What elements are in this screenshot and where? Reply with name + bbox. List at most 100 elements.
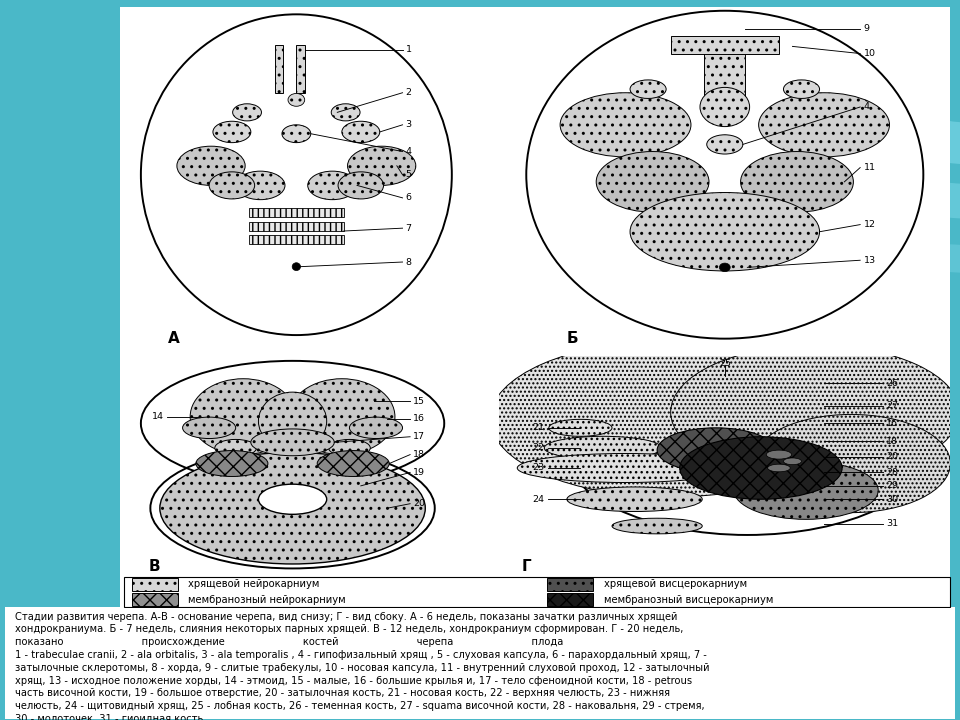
Text: 28: 28: [886, 468, 899, 477]
Bar: [705, 42, 745, 96]
Ellipse shape: [215, 439, 256, 456]
Text: 9: 9: [864, 24, 870, 33]
Text: Г: Г: [522, 559, 532, 574]
Text: Стадии развития черепа. А-В - основание черепа, вид снизу; Г - вид сбоку. А - 6 : Стадии развития черепа. А-В - основание …: [15, 612, 709, 720]
Ellipse shape: [349, 417, 402, 438]
Text: 11: 11: [864, 163, 876, 172]
Ellipse shape: [182, 417, 236, 438]
Ellipse shape: [209, 172, 254, 199]
Ellipse shape: [567, 487, 703, 511]
Ellipse shape: [549, 419, 612, 436]
Bar: [132, 578, 178, 590]
Ellipse shape: [707, 135, 743, 154]
Ellipse shape: [752, 415, 950, 513]
Text: 3: 3: [405, 120, 412, 130]
Ellipse shape: [491, 341, 852, 497]
Ellipse shape: [783, 458, 802, 464]
Text: 30: 30: [886, 495, 899, 504]
Ellipse shape: [177, 146, 245, 186]
Ellipse shape: [560, 93, 691, 157]
Text: 18: 18: [886, 437, 899, 446]
Ellipse shape: [213, 121, 251, 143]
Text: 1: 1: [405, 45, 412, 55]
Text: 21: 21: [532, 423, 544, 432]
Ellipse shape: [317, 451, 389, 477]
Ellipse shape: [232, 104, 261, 121]
Text: 12: 12: [864, 220, 876, 229]
Bar: [297, 45, 304, 93]
Ellipse shape: [292, 263, 300, 271]
Ellipse shape: [288, 94, 304, 107]
Ellipse shape: [700, 87, 750, 127]
Text: 14: 14: [153, 412, 164, 421]
Ellipse shape: [671, 345, 959, 480]
Bar: [276, 45, 283, 93]
Text: 22: 22: [532, 444, 544, 452]
Ellipse shape: [740, 151, 853, 212]
Bar: [671, 36, 779, 53]
Ellipse shape: [196, 451, 268, 477]
Text: В: В: [149, 559, 160, 574]
Ellipse shape: [258, 484, 326, 514]
Ellipse shape: [282, 125, 311, 143]
Bar: [249, 208, 344, 217]
Ellipse shape: [630, 80, 666, 99]
Text: 16: 16: [886, 419, 899, 428]
Text: 10: 10: [864, 49, 876, 58]
Bar: [132, 593, 178, 606]
Text: А: А: [167, 331, 180, 346]
Ellipse shape: [258, 392, 326, 450]
Text: 31: 31: [886, 519, 899, 528]
Ellipse shape: [348, 146, 416, 186]
Ellipse shape: [289, 379, 395, 454]
Ellipse shape: [338, 172, 384, 199]
Text: 15: 15: [413, 397, 425, 405]
Text: 19: 19: [413, 468, 425, 477]
Ellipse shape: [758, 93, 890, 157]
Text: 18: 18: [413, 450, 425, 459]
Ellipse shape: [517, 454, 733, 482]
Ellipse shape: [783, 80, 820, 99]
Text: 4: 4: [405, 147, 412, 156]
Text: 24: 24: [532, 495, 544, 504]
Ellipse shape: [733, 462, 878, 519]
Text: 20: 20: [886, 452, 899, 462]
Ellipse shape: [159, 452, 425, 564]
Text: 17: 17: [413, 432, 425, 441]
Ellipse shape: [768, 464, 790, 472]
Ellipse shape: [328, 439, 371, 456]
Ellipse shape: [190, 379, 297, 454]
Ellipse shape: [236, 171, 285, 199]
Ellipse shape: [630, 192, 820, 271]
Text: мембранозный висцерокарниум: мембранозный висцерокарниум: [604, 595, 773, 605]
Bar: [547, 578, 592, 590]
FancyBboxPatch shape: [120, 7, 950, 608]
Text: 5: 5: [405, 170, 412, 179]
Text: 4: 4: [864, 102, 870, 112]
Text: 23: 23: [532, 464, 544, 472]
Text: 8: 8: [405, 258, 412, 266]
Ellipse shape: [544, 436, 661, 459]
Ellipse shape: [719, 263, 731, 271]
Text: 13: 13: [864, 256, 876, 265]
Ellipse shape: [680, 437, 842, 499]
Bar: [547, 593, 592, 606]
Ellipse shape: [308, 171, 357, 199]
Text: 26: 26: [886, 379, 899, 387]
Ellipse shape: [251, 429, 334, 456]
Text: хрящевой висцерокарниум: хрящевой висцерокарниум: [604, 580, 747, 590]
Text: 29: 29: [886, 482, 899, 490]
Ellipse shape: [331, 104, 360, 121]
Text: 16: 16: [413, 415, 425, 423]
Text: мембранозный нейрокарниум: мембранозный нейрокарниум: [188, 595, 346, 605]
Ellipse shape: [596, 151, 709, 212]
Text: 20: 20: [413, 499, 425, 508]
Ellipse shape: [612, 518, 703, 534]
Text: 7: 7: [405, 224, 412, 233]
Ellipse shape: [658, 428, 775, 472]
Text: 25: 25: [719, 359, 731, 368]
Bar: [249, 222, 344, 231]
Text: 27: 27: [886, 401, 899, 410]
Text: Б: Б: [566, 331, 579, 346]
Ellipse shape: [342, 121, 380, 143]
